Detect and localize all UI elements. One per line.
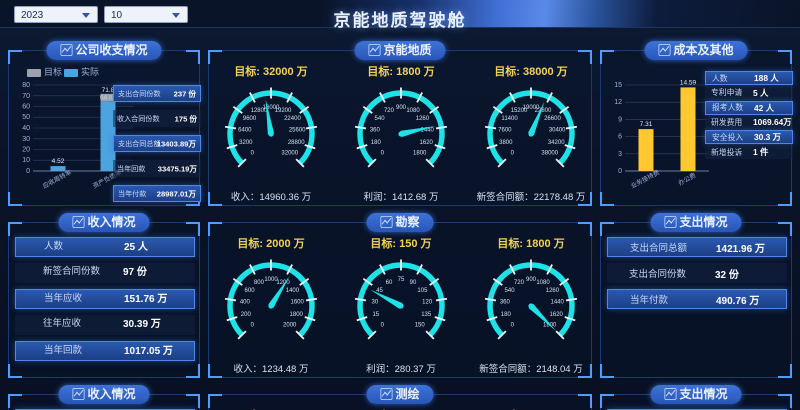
svg-text:0: 0: [511, 150, 515, 156]
svg-text:1080: 1080: [406, 108, 420, 114]
svg-text:28800: 28800: [288, 140, 305, 146]
svg-text:1800: 1800: [290, 312, 304, 318]
svg-text:34200: 34200: [548, 140, 565, 146]
svg-text:900: 900: [396, 105, 407, 111]
svg-text:1620: 1620: [550, 312, 564, 318]
svg-text:60: 60: [386, 280, 393, 286]
svg-text:1400: 1400: [286, 288, 300, 294]
svg-text:50: 50: [22, 114, 30, 121]
svg-text:4.52: 4.52: [52, 158, 65, 165]
svg-text:6: 6: [618, 134, 622, 141]
svg-text:360: 360: [370, 127, 381, 133]
svg-text:900: 900: [526, 277, 537, 283]
svg-text:38000: 38000: [541, 150, 558, 156]
svg-text:30400: 30400: [549, 127, 566, 133]
svg-text:720: 720: [514, 280, 525, 286]
svg-text:9: 9: [618, 116, 622, 123]
svg-text:15: 15: [372, 312, 379, 318]
svg-text:0: 0: [618, 168, 622, 175]
svg-text:20: 20: [22, 147, 30, 154]
svg-text:22800: 22800: [535, 108, 552, 114]
svg-text:540: 540: [375, 116, 386, 122]
svg-text:200: 200: [241, 312, 252, 318]
svg-text:120: 120: [422, 299, 433, 305]
svg-text:40: 40: [22, 125, 30, 132]
svg-text:180: 180: [501, 312, 512, 318]
svg-text:0: 0: [381, 322, 385, 328]
svg-text:600: 600: [245, 288, 256, 294]
svg-text:90: 90: [410, 280, 417, 286]
svg-text:540: 540: [505, 288, 516, 294]
svg-text:105: 105: [417, 288, 428, 294]
svg-text:6400: 6400: [238, 127, 252, 133]
svg-text:400: 400: [240, 299, 251, 305]
svg-text:1080: 1080: [536, 280, 550, 286]
svg-text:1600: 1600: [290, 299, 304, 305]
svg-text:0: 0: [511, 322, 515, 328]
svg-text:360: 360: [500, 299, 511, 305]
svg-text:0: 0: [251, 322, 255, 328]
svg-text:0: 0: [381, 150, 385, 156]
svg-text:800: 800: [254, 280, 265, 286]
svg-text:60: 60: [22, 104, 30, 111]
svg-text:26600: 26600: [544, 116, 561, 122]
svg-text:75: 75: [398, 277, 405, 283]
svg-text:12: 12: [614, 99, 622, 106]
svg-text:720: 720: [384, 108, 395, 114]
svg-text:1260: 1260: [416, 116, 430, 122]
svg-text:1440: 1440: [550, 299, 564, 305]
svg-text:1620: 1620: [420, 140, 434, 146]
svg-text:150: 150: [415, 322, 426, 328]
svg-text:11400: 11400: [501, 116, 518, 122]
svg-text:7.31: 7.31: [640, 121, 653, 128]
svg-text:22400: 22400: [284, 116, 301, 122]
svg-text:办公费: 办公费: [676, 170, 697, 187]
svg-text:3200: 3200: [239, 140, 253, 146]
svg-text:0: 0: [251, 150, 255, 156]
svg-text:32000: 32000: [281, 150, 298, 156]
svg-text:135: 135: [421, 312, 432, 318]
svg-text:80: 80: [22, 82, 30, 89]
svg-text:2000: 2000: [283, 322, 297, 328]
svg-text:19200: 19200: [275, 108, 292, 114]
svg-text:70: 70: [22, 93, 30, 100]
svg-text:10: 10: [22, 157, 30, 164]
svg-text:30: 30: [22, 136, 30, 143]
svg-text:3: 3: [618, 151, 622, 158]
svg-text:3800: 3800: [499, 140, 513, 146]
svg-text:9600: 9600: [243, 116, 257, 122]
svg-text:25600: 25600: [289, 127, 306, 133]
svg-text:180: 180: [371, 140, 382, 146]
svg-text:15: 15: [614, 82, 622, 89]
svg-text:1800: 1800: [413, 150, 427, 156]
svg-text:14.59: 14.59: [680, 79, 697, 86]
svg-text:30: 30: [371, 299, 378, 305]
svg-text:1260: 1260: [546, 288, 560, 294]
svg-text:0: 0: [26, 168, 30, 175]
svg-text:7600: 7600: [498, 127, 512, 133]
